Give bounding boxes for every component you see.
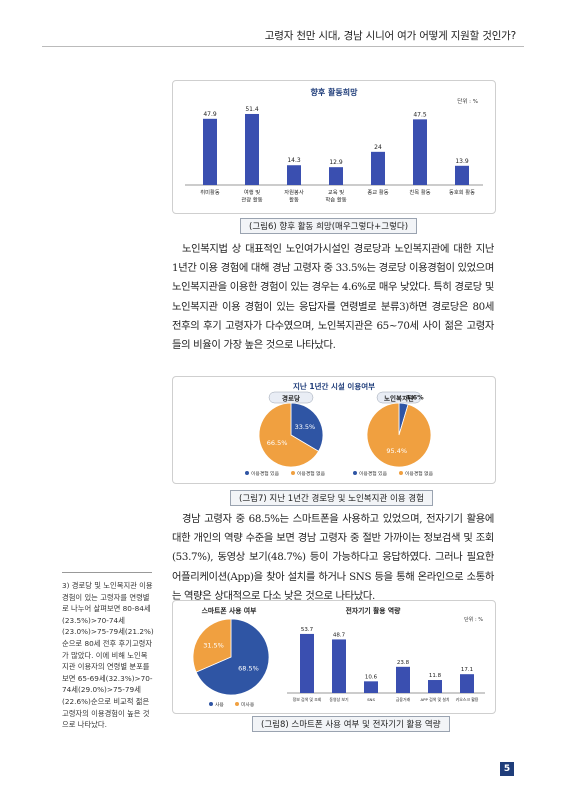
bar [460, 674, 474, 693]
pie-slice [192, 618, 232, 673]
bar [428, 680, 442, 693]
page-number: 5 [500, 762, 514, 776]
footnote: 3) 경로당 및 노인복지관 이용 경험이 있는 고령자를 연령별로 나누어 살… [62, 581, 154, 730]
data-label: 10.6 [365, 674, 378, 680]
data-label: 24 [374, 144, 382, 151]
figure-7-caption: (그림7) 지난 1년간 경로당 및 노인복지관 이용 경험 [230, 490, 433, 506]
bar-title: 전자기기 활용 역량 [346, 606, 402, 615]
bar [203, 118, 217, 185]
legend-label: 이용경험 없음 [405, 470, 434, 477]
bar [300, 633, 314, 693]
bar [329, 167, 343, 185]
tick-label: 교육 및 [328, 189, 344, 196]
data-label: 12.9 [329, 159, 343, 166]
tick-label: 관광 활동 [241, 196, 262, 204]
data-label: 17.1 [461, 667, 473, 673]
bar [245, 113, 259, 185]
legend-swatch [209, 702, 213, 706]
legend-swatch [291, 471, 295, 475]
pie-slice [195, 618, 270, 696]
tick-label: 친목 활동 [409, 188, 430, 196]
bar [396, 666, 410, 693]
bar [287, 165, 301, 185]
data-label: 47.5 [413, 111, 427, 118]
figure-8-caption: (그림8) 스마트폰 사용 여부 및 전자기기 활용 역량 [252, 716, 450, 732]
legend-swatch [245, 471, 249, 475]
tick-label: 키오스크 활용 [456, 697, 479, 702]
header-title: 고령자 천만 시대, 경남 시니어 여가 어떻게 지원할 것인가? [264, 30, 516, 42]
paragraph-2-text: 경남 고령자 중 68.5%는 스마트폰을 사용하고 있었으며, 전자기기 활용… [172, 513, 494, 602]
bar [364, 681, 378, 693]
bar [413, 119, 427, 185]
unit-label: 단위 : % [457, 97, 478, 105]
pie-title: 스마트폰 사용 여부 [202, 606, 258, 615]
pie-value-label: 95.4% [386, 447, 407, 455]
pie-name: 경로당 [282, 394, 300, 403]
data-label: 51.4 [245, 106, 259, 113]
pie-value-label: 33.5% [295, 423, 316, 431]
tick-label: 취미활동 [200, 188, 220, 196]
legend-swatch [235, 702, 239, 706]
data-label: 14.3 [287, 157, 301, 164]
legend-swatch [353, 471, 357, 475]
figure-6-caption: (그림6) 향후 활동 희망(매우그렇다+그렇다) [240, 218, 418, 234]
data-label: 11.8 [429, 673, 442, 679]
data-label: 23.8 [397, 660, 410, 666]
tick-label: 금융거래 [396, 697, 411, 702]
header-rule [42, 46, 524, 47]
paragraph-1: 노인복지법 상 대표적인 노인여가시설인 경로당과 노인복지관에 대한 지난 1… [172, 240, 494, 355]
tick-label: 종교 활동 [367, 188, 388, 196]
pie-name: 노인복지관 [384, 394, 414, 403]
footnote-rule [62, 572, 152, 573]
tick-label: 여행 및 [244, 188, 260, 196]
data-label: 53.7 [301, 627, 314, 633]
pie-slice [366, 402, 432, 468]
tick-label: 동영상 보기 [329, 697, 349, 702]
bar [455, 165, 469, 185]
tick-label: SNS [367, 697, 375, 702]
legend-label: 사용 [215, 701, 224, 708]
chart-title: 지난 1년간 시설 이용여부 [293, 381, 375, 391]
legend-swatch [399, 471, 403, 475]
data-label: 47.9 [203, 111, 217, 118]
pie-value-label: 68.5% [238, 664, 259, 672]
pie-slice [258, 402, 320, 468]
pie-value-label: 66.5% [267, 439, 288, 447]
unit-label: 단위 : % [464, 616, 483, 623]
data-label: 48.7 [333, 632, 346, 638]
legend-label: 이용경험 있음 [359, 470, 388, 477]
legend-label: 미사용 [241, 701, 255, 708]
tick-label: 활동 [289, 196, 299, 204]
pie-slice [290, 402, 324, 452]
bar [371, 151, 385, 185]
tick-label: 자원봉사 [284, 188, 304, 196]
paragraph-1-text: 노인복지법 상 대표적인 노인여가시설인 경로당과 노인복지관에 대한 지난 1… [172, 243, 494, 352]
data-label: 13.9 [455, 158, 469, 165]
bar [332, 639, 346, 693]
tick-label: APP 검색 및 설치 [421, 697, 450, 702]
pie-value-label: 31.5% [203, 642, 224, 650]
tick-label: 동호회 활동 [449, 188, 475, 196]
tick-label: 학습 활동 [325, 196, 346, 204]
legend-label: 이용경험 있음 [251, 470, 280, 477]
pie-value-label: 4.6% [406, 393, 425, 401]
legend-label: 이용경험 없음 [297, 470, 326, 477]
chart-title: 향후 활동희망 [311, 87, 359, 97]
paragraph-2: 경남 고령자 중 68.5%는 스마트폰을 사용하고 있었으며, 전자기기 활용… [172, 510, 494, 606]
tick-label: 정보 검색 및 조회 [293, 697, 322, 702]
